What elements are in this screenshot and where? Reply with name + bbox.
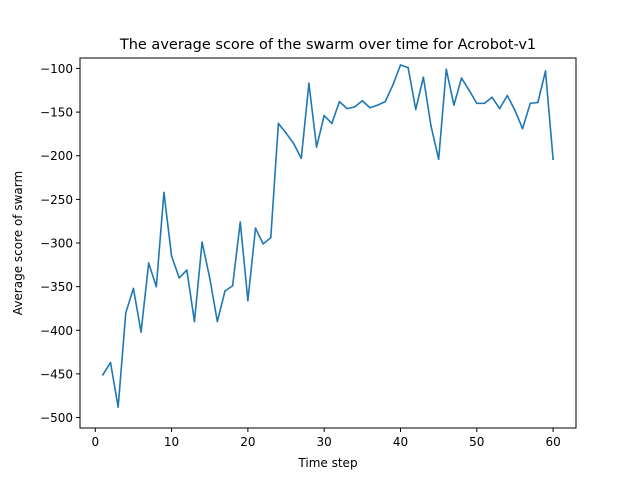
data-point — [392, 84, 394, 86]
data-point — [331, 122, 333, 125]
data-point — [506, 94, 509, 97]
data-point — [453, 104, 455, 106]
data-point — [521, 127, 524, 130]
data-point — [163, 191, 165, 194]
y-tick-label: −400 — [40, 324, 73, 338]
data-point — [315, 146, 318, 148]
y-axis-label: Average score of swarm — [11, 171, 25, 315]
x-tick-label: 20 — [240, 435, 255, 449]
x-axis-label: Time step — [297, 456, 357, 470]
x-tick-label: 50 — [469, 435, 484, 449]
y-tick-label: −500 — [40, 411, 73, 425]
data-point — [376, 104, 379, 106]
data-point — [254, 227, 257, 229]
y-tick-label: −100 — [40, 62, 73, 76]
data-point — [384, 100, 387, 103]
data-point — [498, 107, 501, 110]
data-point — [239, 221, 242, 223]
data-point — [147, 262, 150, 264]
data-point — [262, 243, 264, 245]
data-point — [437, 158, 440, 161]
data-point — [460, 77, 463, 79]
data-point — [300, 157, 303, 160]
data-point — [224, 290, 226, 292]
data-point — [231, 284, 234, 287]
data-point — [414, 108, 417, 111]
data-point — [109, 361, 112, 364]
data-point — [323, 114, 325, 117]
data-point — [407, 66, 409, 69]
data-point — [552, 158, 554, 161]
y-tick-label: −250 — [40, 193, 73, 207]
data-point — [544, 70, 547, 72]
data-point — [170, 255, 173, 257]
data-point — [430, 125, 432, 127]
data-point — [476, 102, 478, 105]
data-point — [216, 320, 219, 323]
data-point — [140, 331, 142, 333]
data-point — [529, 102, 532, 105]
data-point — [308, 82, 310, 85]
x-tick-label: 30 — [317, 435, 332, 449]
x-tick-label: 0 — [91, 435, 99, 449]
x-tick-label: 60 — [545, 435, 560, 449]
x-tick-label: 40 — [393, 435, 408, 449]
data-point — [292, 142, 295, 145]
data-point — [445, 68, 448, 71]
data-point — [346, 107, 348, 110]
data-point — [132, 287, 135, 290]
data-point — [353, 106, 356, 108]
plot-area — [101, 64, 554, 408]
data-point — [193, 320, 196, 323]
data-point — [338, 100, 341, 103]
data-point — [399, 64, 402, 66]
y-tick-label: −300 — [40, 237, 73, 251]
data-point — [277, 122, 280, 125]
data-point — [468, 89, 470, 92]
data-point — [247, 299, 249, 302]
data-point — [422, 76, 425, 78]
y-tick-label: −350 — [40, 280, 73, 294]
data-point — [514, 109, 516, 112]
data-point — [155, 285, 158, 288]
y-tick-label: −200 — [40, 149, 73, 163]
data-point — [361, 99, 364, 102]
data-point — [491, 96, 493, 99]
data-point — [102, 373, 104, 376]
data-point — [483, 102, 486, 105]
y-tick-label: −450 — [40, 367, 73, 381]
data-point — [178, 277, 180, 279]
data-point — [369, 106, 371, 109]
data-point — [201, 241, 203, 243]
y-tick-label: −150 — [40, 106, 73, 120]
y-axis: −500 −450 −400 −350 −300 −250 −200 −150 −100 — [40, 62, 80, 425]
data-point — [537, 101, 539, 104]
data-point — [285, 132, 287, 134]
chart-title: The average score of the swarm over time… — [119, 37, 536, 53]
data-point — [208, 277, 211, 279]
series-line — [101, 64, 554, 408]
x-tick-label: 10 — [164, 435, 179, 449]
data-point — [124, 312, 127, 314]
data-point — [269, 236, 272, 239]
x-axis: 0 10 20 30 40 50 60 — [91, 428, 561, 449]
data-point — [117, 406, 119, 408]
data-point — [186, 269, 188, 271]
